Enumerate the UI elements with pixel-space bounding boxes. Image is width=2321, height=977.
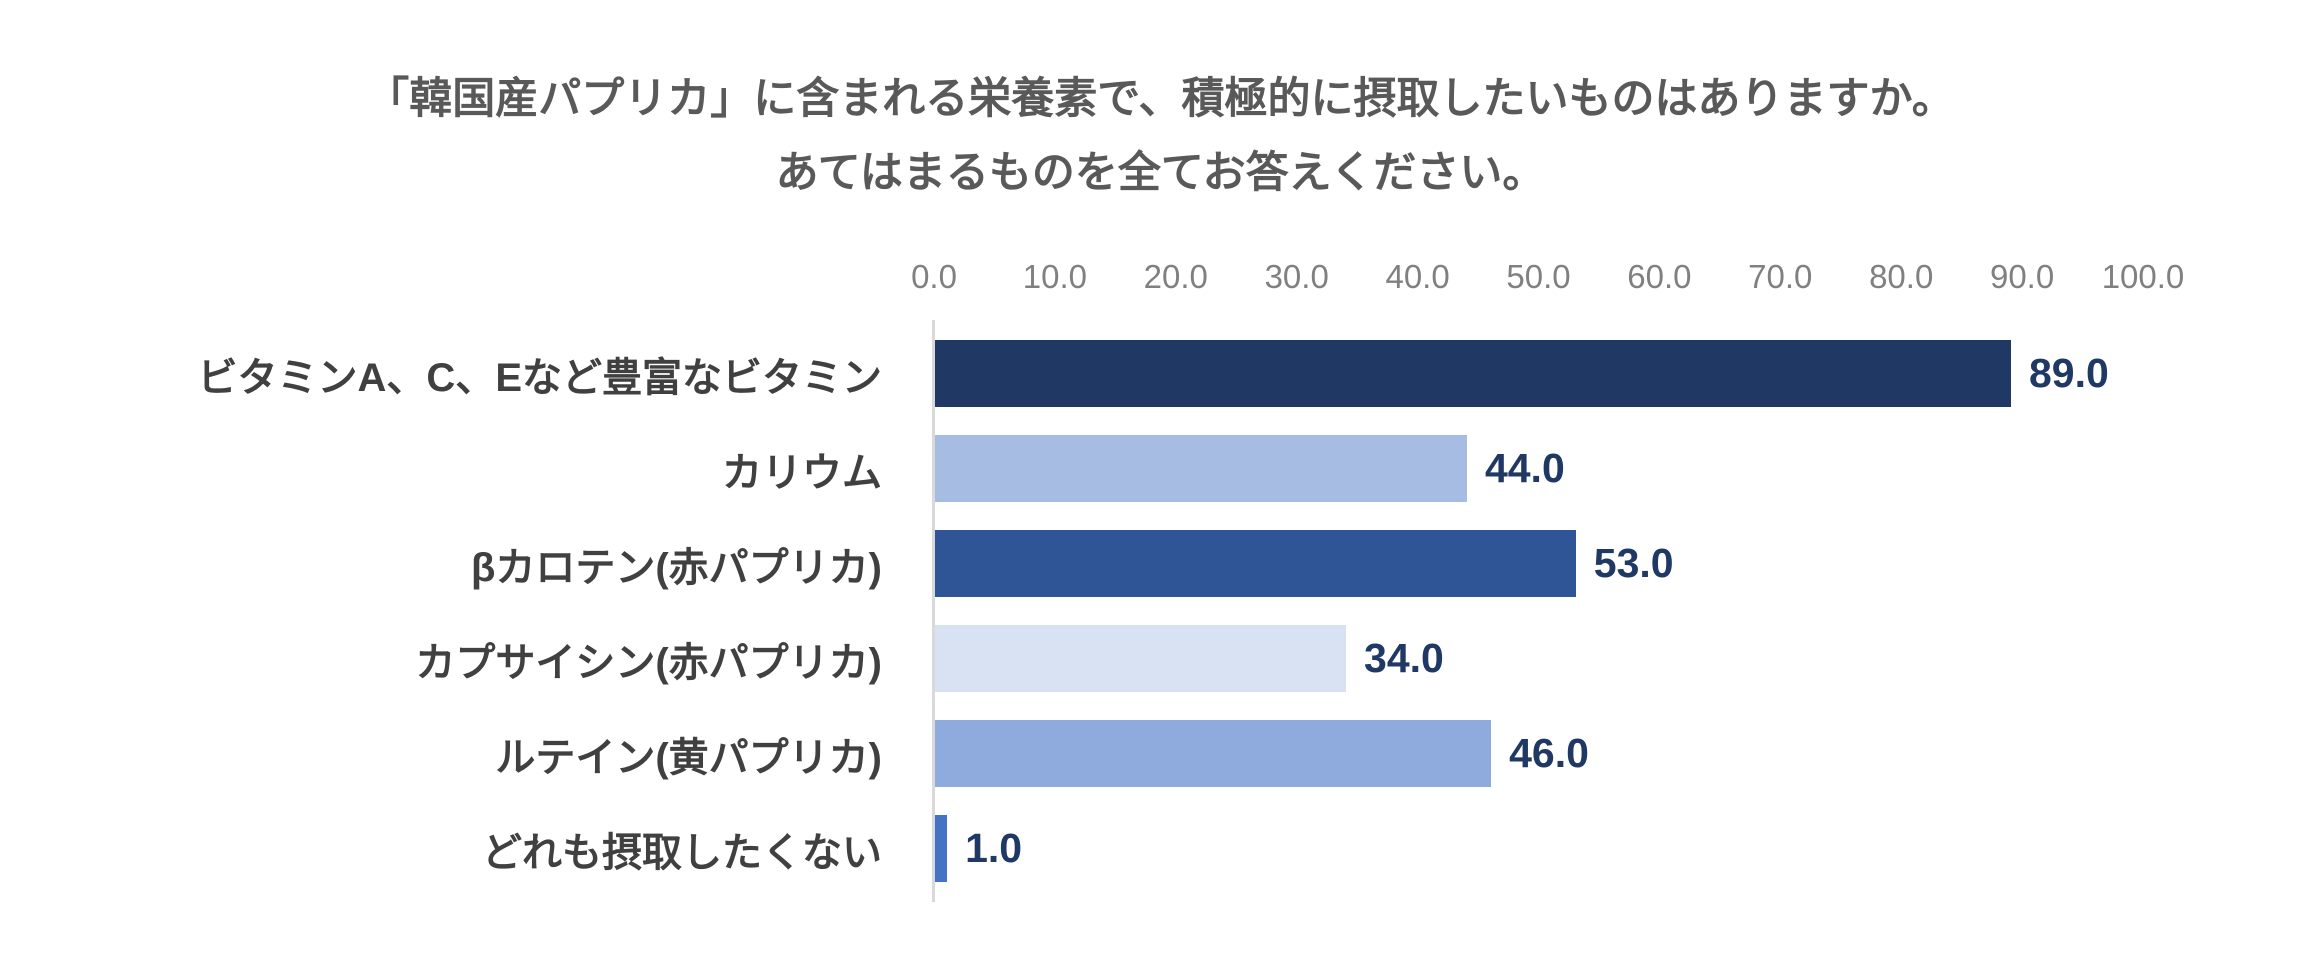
plot-area: 89.0 44.0 53.0 34.0 46.0 1.0 [935,326,2144,896]
x-tick-label: 0.0 [911,258,957,295]
bar-row: 44.0 [935,421,2144,516]
bar-row: 53.0 [935,516,2144,611]
x-tick-label: 90.0 [1989,258,2055,295]
category-labels: ビタミンA、C、Eなど豊富なビタミンカリウム βカロテン(赤パプリカ) カプサイシン… [0,326,908,896]
bar-row: 1.0 [935,801,2144,896]
x-tick-label: 30.0 [1264,258,1329,295]
value-label: 1.0 [965,825,1023,871]
category-label: どれも摂取したくない [482,830,882,875]
category-label: ルテイン(黄パプリカ) [495,735,882,780]
value-label: 34.0 [1364,635,1444,681]
x-tick-label: 80.0 [1869,258,1934,295]
value-label: 46.0 [1509,730,1589,776]
bar-row: 89.0 [935,326,2144,421]
bar [935,340,2011,407]
bar-row: 34.0 [935,611,2144,706]
bar [935,815,948,882]
x-tick-label: 60.0 [1627,258,1692,295]
chart-title: 「韓国産パプリカ」に含まれる栄養素で、積極的に摂取したいものはありますか。 あて… [0,62,2321,210]
x-tick-label: 20.0 [1143,258,1208,295]
bar [935,530,1576,597]
category-label: ビタミンA、C、Eなど豊富なビタミン [197,355,882,400]
category-label: カリウム [722,450,882,495]
bar [935,720,1492,787]
x-tick-label: 50.0 [1506,258,1571,295]
bar-row: 46.0 [935,706,2144,801]
value-label: 53.0 [1593,540,1674,586]
bar [935,435,1467,502]
chart-title-line-2: あてはまるものを全てお答えください。 [775,149,1546,197]
chart-title-line-1: 「韓国産パプリカ」に含まれる栄養素で、積極的に摂取したいものはありますか。 [366,75,1955,123]
category-label: カプサイシン(赤パプリカ) [415,640,882,685]
x-tick-label: 40.0 [1385,258,1450,295]
bar [935,625,1347,692]
x-tick-label: 10.0 [1022,258,1088,295]
value-label: 89.0 [2029,350,2109,396]
category-label: βカロテン(赤パプリカ) [470,545,882,590]
x-tick-label: 70.0 [1748,258,1813,295]
value-label: 44.0 [1484,445,1565,491]
y-axis-line [932,320,935,902]
x-tick-label: 100.0 [2101,258,2185,295]
x-axis-ticks: 0.0 10.0 20.0 30.0 40.0 50.0 60.0 70.0 80.0 90.0 1… [911,258,2184,302]
